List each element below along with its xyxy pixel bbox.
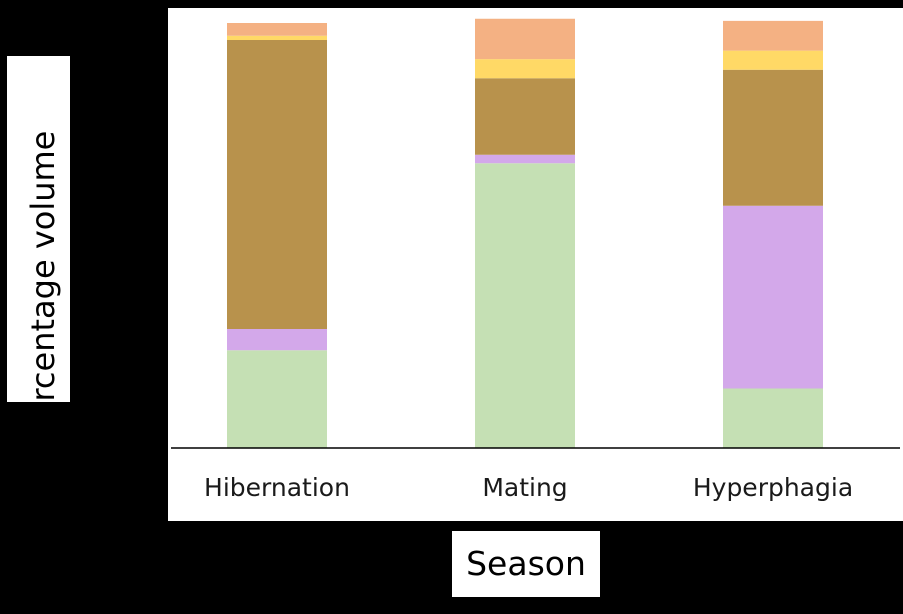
bar-segment-mating-2: [475, 154, 575, 164]
x-tick-label-hyperphagia: Hyperphagia: [693, 473, 853, 502]
bar-segment-hyperphagia-2: [723, 205, 823, 389]
bar-segment-mating-5: [475, 18, 575, 60]
bar-segment-mating-4: [475, 59, 575, 79]
bar-segment-hibernation-1: [227, 350, 327, 448]
bar-segment-mating-3: [475, 78, 575, 155]
bar-segment-hyperphagia-5: [723, 20, 823, 51]
bar-group: [227, 18, 823, 448]
y-axis-label-box: Percentage volume: [7, 56, 70, 439]
bar-segment-hyperphagia-4: [723, 50, 823, 70]
x-tick-label-mating: Mating: [482, 473, 567, 502]
bar-segment-hibernation-2: [227, 329, 327, 351]
bar-segment-mating-1: [475, 163, 575, 448]
bar-segment-hibernation-4: [227, 35, 327, 40]
bar-segment-hibernation-5: [227, 23, 327, 36]
x-axis-label-box: Season: [452, 531, 600, 597]
x-axis-label: Season: [466, 544, 586, 583]
category-labels: Hibernation Mating Hyperphagia: [204, 473, 853, 502]
bar-segment-hyperphagia-3: [723, 69, 823, 206]
bar-segment-hyperphagia-1: [723, 388, 823, 448]
bar-segment-hibernation-3: [227, 40, 327, 329]
x-tick-label-hibernation: Hibernation: [204, 473, 350, 502]
